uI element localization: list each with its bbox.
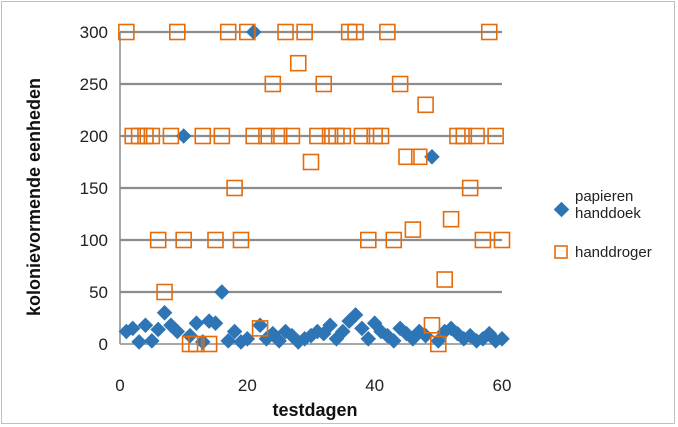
point-diamond	[156, 305, 173, 321]
point-diamond	[424, 149, 440, 165]
legend: papieren handdoek handdroger	[553, 188, 652, 261]
x-tick-0: 0	[115, 376, 124, 395]
point-diamond	[245, 24, 262, 40]
y-tick-50: 50	[89, 283, 108, 302]
point-diamond	[252, 317, 268, 334]
x-tick-20: 20	[238, 376, 257, 395]
point-square	[207, 231, 224, 249]
legend-item-papieren-handdoek: papieren handdoek	[553, 188, 641, 222]
point-square	[436, 271, 454, 288]
y-tick-0: 0	[99, 335, 108, 354]
y-tick-labels: 0 50 100 150 200 250 300	[80, 23, 108, 354]
legend-label-papieren-handdoek: papieren handdoek	[575, 188, 641, 222]
point-square	[334, 127, 352, 145]
point-square	[169, 23, 186, 41]
point-square	[251, 320, 269, 337]
point-square	[200, 335, 218, 353]
y-tick-150: 150	[80, 179, 108, 198]
x-axis-title: testdagen	[272, 400, 357, 420]
point-diamond	[182, 327, 198, 344]
point-square	[283, 127, 301, 145]
point-square	[487, 127, 504, 145]
point-square	[232, 231, 250, 249]
point-square	[423, 316, 441, 334]
point-square	[162, 127, 180, 145]
point-square	[118, 23, 135, 41]
point-square	[379, 23, 396, 41]
x-tick-60: 60	[493, 376, 512, 395]
series-handdroger	[118, 23, 511, 353]
point-square	[410, 148, 428, 166]
point-square	[277, 23, 294, 41]
legend-item-handdroger: handdroger	[554, 244, 652, 261]
point-square	[372, 127, 390, 145]
point-square	[188, 335, 205, 353]
point-diamond	[214, 284, 230, 300]
point-diamond	[207, 315, 224, 331]
data-points	[118, 23, 511, 353]
point-square	[493, 231, 511, 249]
point-square	[226, 179, 243, 197]
point-square	[468, 127, 485, 145]
point-diamond	[226, 323, 243, 340]
point-square	[309, 127, 326, 145]
point-square	[175, 231, 192, 249]
point-square	[461, 179, 479, 197]
point-square	[315, 75, 333, 93]
point-square	[143, 127, 161, 145]
point-square	[258, 127, 275, 145]
point-square	[385, 231, 403, 249]
point-square	[289, 54, 307, 72]
point-square	[194, 127, 212, 145]
y-tick-200: 200	[80, 127, 108, 146]
point-square	[430, 335, 447, 353]
point-diamond	[144, 333, 160, 349]
point-square	[296, 23, 313, 41]
point-square	[404, 221, 422, 238]
point-diamond	[239, 331, 256, 347]
point-square	[156, 283, 173, 301]
y-tick-250: 250	[80, 75, 108, 94]
point-diamond	[220, 333, 237, 349]
point-square	[474, 231, 492, 249]
point-diamond	[188, 315, 205, 331]
y-tick-100: 100	[80, 231, 108, 250]
x-tick-40: 40	[365, 376, 384, 395]
point-diamond	[169, 323, 186, 340]
point-square	[391, 75, 409, 93]
point-square	[264, 75, 282, 93]
point-square	[417, 96, 434, 114]
legend-marker-square	[554, 245, 568, 259]
point-square	[455, 127, 473, 145]
point-square	[213, 127, 231, 145]
point-square	[480, 23, 498, 41]
gridlines	[120, 30, 502, 294]
point-square	[353, 127, 371, 145]
point-diamond	[150, 321, 166, 338]
point-diamond	[131, 334, 147, 350]
point-square	[442, 210, 460, 228]
y-axis-title: kolonievormende eenheden	[24, 78, 44, 316]
point-square	[302, 153, 320, 171]
point-diamond	[194, 334, 211, 350]
point-square	[359, 231, 377, 249]
point-square	[219, 23, 237, 41]
legend-label-handdroger: handdroger	[575, 244, 652, 261]
point-square	[245, 127, 262, 145]
x-tick-labels: 0 20 40 60	[115, 376, 511, 395]
point-diamond	[137, 317, 154, 334]
point-square	[270, 127, 288, 145]
point-diamond	[175, 128, 192, 144]
point-square	[239, 23, 256, 41]
legend-marker-diamond	[553, 201, 570, 218]
point-square	[347, 23, 364, 41]
y-tick-300: 300	[80, 23, 108, 42]
point-square	[149, 231, 167, 249]
point-square	[398, 148, 415, 166]
